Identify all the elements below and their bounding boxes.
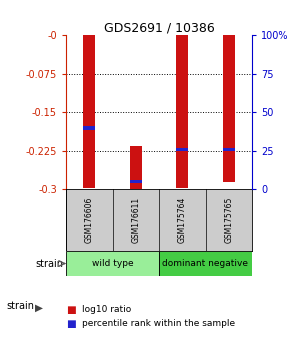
Bar [223,148,235,151]
Text: GSM176611: GSM176611 [131,197,140,243]
Text: GSM175764: GSM175764 [178,197,187,243]
Text: dominant negative: dominant negative [163,259,248,268]
Text: strain: strain [6,301,34,311]
Text: GSM175765: GSM175765 [224,197,233,243]
Title: GDS2691 / 10386: GDS2691 / 10386 [103,21,214,34]
Text: wild type: wild type [92,259,133,268]
Bar [176,35,188,188]
Text: GSM176606: GSM176606 [85,197,94,243]
Bar [223,35,235,182]
Text: ■: ■ [66,305,76,315]
Bar [66,251,159,276]
Bar [130,146,142,189]
Bar [130,180,142,183]
Bar [83,35,95,188]
Text: ▶: ▶ [34,302,43,312]
Text: strain: strain [36,258,64,269]
Text: ■: ■ [66,319,76,329]
Text: percentile rank within the sample: percentile rank within the sample [82,319,236,329]
Bar [159,251,252,276]
Bar [176,148,188,151]
Bar [83,126,95,130]
Text: log10 ratio: log10 ratio [82,305,132,314]
